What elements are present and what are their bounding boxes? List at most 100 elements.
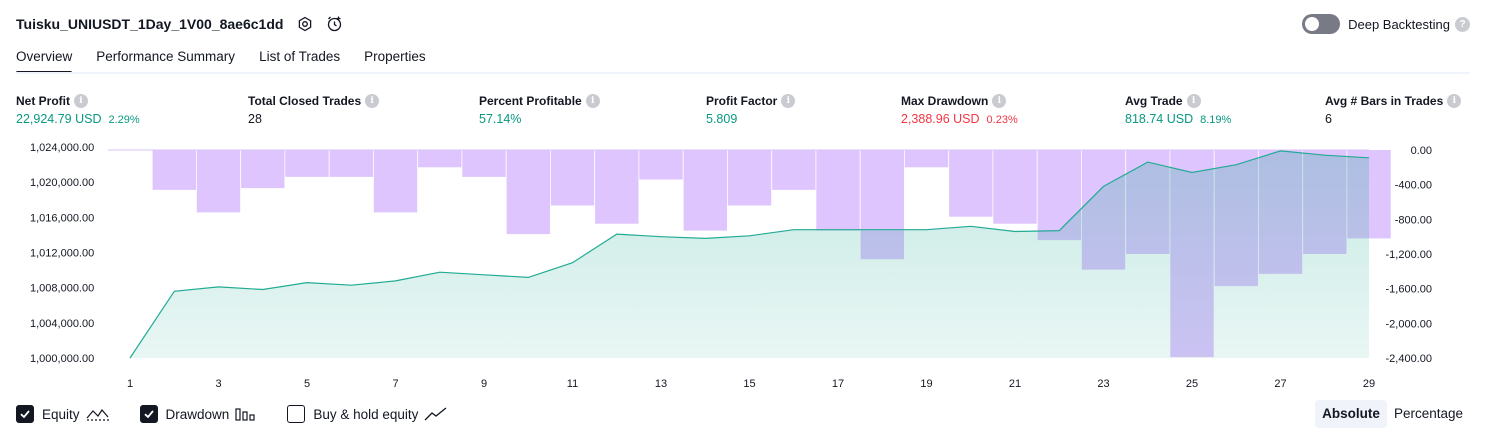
strategy-title: Tuisku_UNIUSDT_1Day_1V00_8ae6c1dd [16, 16, 284, 32]
stats-row: Net Profit i 22,924.79 USD 2.29% Total Clo… [16, 93, 1470, 133]
info-icon[interactable]: i [992, 94, 1007, 108]
tab-overview[interactable]: Overview [16, 44, 73, 74]
drawdown-bar [152, 150, 196, 190]
tab-performance-summary[interactable]: Performance Summary [96, 49, 236, 64]
legend-label: Buy & hold equity [313, 406, 419, 422]
equity-line [129, 150, 1370, 359]
drawdown-bar [241, 150, 285, 189]
drawdown-bar [550, 150, 595, 206]
x-axis-tick-label: 23 [1097, 378, 1109, 390]
stat-value: 57.14% [479, 112, 522, 126]
info-icon[interactable]: i [1186, 94, 1201, 108]
info-icon[interactable]: i [74, 94, 88, 108]
deep-backtesting-toggle[interactable] [1302, 14, 1341, 34]
stat-max-drawdown: Max Drawdown i 2,388.96 USD 0.23% [901, 93, 1018, 126]
drawdown-bar [949, 150, 993, 217]
stat-value: 22,924.79 USD [16, 112, 102, 126]
stat-value: 6 [1325, 112, 1332, 126]
chart-legend: Equity Drawdown Buy & hold equity [16, 403, 478, 425]
deep-backtesting: Deep Backtesting ? [1302, 13, 1470, 35]
right-axis-tick-label: -2,000.00 [1386, 318, 1432, 330]
drawdown-bar [329, 150, 373, 177]
stat-percent: 2.29% [108, 114, 140, 126]
drawdown-checkbox[interactable] [139, 405, 158, 423]
x-axis-tick-label: 11 [567, 378, 578, 390]
x-axis-tick-label: 1 [127, 378, 133, 390]
drawdown-bar [418, 150, 462, 168]
legend-label: Equity [42, 406, 80, 422]
legend-drawdown[interactable]: Drawdown [139, 405, 258, 423]
left-axis-tick-label: 1,008,000.00 [30, 283, 94, 295]
x-axis-tick-label: 7 [392, 378, 398, 390]
drawdown-bar [373, 150, 418, 213]
stat-value: 5.809 [706, 112, 738, 126]
drawdown-bar [993, 150, 1037, 224]
stat-profit-factor: Profit Factor i 5.809 [706, 93, 796, 126]
equity-area [130, 150, 1369, 358]
x-axis-tick-label: 19 [920, 378, 932, 390]
stat-value: 2,388.96 USD [901, 112, 980, 126]
stat-label: Avg Trade [1125, 94, 1183, 108]
x-axis-tick-label: 25 [1186, 378, 1198, 390]
stat-percent: 0.23% [986, 114, 1018, 126]
legend-buy-hold[interactable]: Buy & hold equity [287, 405, 448, 423]
drawdown-bar [595, 150, 639, 224]
stat-value: 818.74 USD [1125, 112, 1194, 126]
legend-equity[interactable]: Equity [16, 405, 110, 423]
x-axis-tick-label: 21 [1009, 378, 1021, 390]
stat-label: Total Closed Trades [248, 94, 362, 108]
stat-avg-bars: Avg # Bars in Trades i 6 [1325, 93, 1462, 126]
buy-hold-checkbox[interactable] [287, 405, 306, 423]
x-axis-tick-label: 5 [304, 378, 310, 390]
stat-label: Profit Factor [706, 94, 778, 108]
stat-net-profit: Net Profit i 22,924.79 USD 2.29% [16, 93, 140, 126]
left-axis-tick-label: 1,004,000.00 [30, 318, 94, 330]
alert-clock-icon[interactable] [325, 14, 345, 34]
left-axis-tick-label: 1,000,000.00 [30, 353, 94, 365]
settings-icon[interactable] [295, 14, 315, 34]
percentage-button[interactable]: Percentage [1393, 406, 1463, 421]
drawdown-bar [727, 150, 772, 206]
absolute-button[interactable]: Absolute [1315, 400, 1387, 428]
left-axis-tick-label: 1,016,000.00 [30, 212, 94, 224]
right-axis-tick-label: -400.00 [1395, 180, 1432, 192]
info-icon[interactable]: i [1447, 94, 1462, 108]
help-icon[interactable]: ? [1455, 16, 1470, 32]
right-axis-tick-label: 0.00 [1411, 145, 1432, 157]
right-axis-tick-label: -800.00 [1395, 214, 1432, 226]
x-axis-tick-label: 27 [1274, 378, 1286, 390]
x-axis-tick-label: 9 [481, 378, 487, 390]
stat-label: Max Drawdown [901, 94, 989, 108]
right-axis-tick-label: -1,600.00 [1386, 284, 1432, 296]
drawdown-bar [904, 150, 949, 168]
equity-drawdown-chart: 1,024,000.00 1,020,000.00 1,016,000.00 1,01… [30, 142, 1432, 390]
drawdown-bar [772, 150, 816, 190]
drawdown-bar [683, 150, 727, 231]
strategy-header: Tuisku_UNIUSDT_1Day_1V00_8ae6c1dd [16, 12, 345, 36]
stat-total-closed-trades: Total Closed Trades i 28 [248, 93, 380, 126]
stat-percent: 8.19% [1200, 114, 1232, 126]
buy-hold-line-icon [424, 406, 448, 422]
stat-label: Net Profit [16, 94, 70, 108]
x-axis-tick-label: 17 [832, 378, 844, 390]
drawdown-bar [462, 150, 506, 177]
stat-percent-profitable: Percent Profitable i 57.14% [479, 93, 600, 126]
drawdown-bars-icon [235, 406, 257, 422]
stat-label: Avg # Bars in Trades [1325, 94, 1444, 108]
info-icon[interactable]: i [781, 94, 796, 108]
x-axis-tick-label: 29 [1363, 378, 1375, 390]
equity-line-icon [86, 406, 110, 422]
stat-value: 28 [248, 112, 262, 126]
left-axis-tick-label: 1,012,000.00 [30, 248, 94, 260]
x-axis-tick-label: 3 [215, 378, 221, 390]
drawdown-bar [506, 150, 550, 235]
tab-list-of-trades[interactable]: List of Trades [259, 49, 341, 64]
info-icon[interactable]: i [585, 94, 600, 108]
drawdown-bar [285, 150, 329, 177]
equity-checkbox[interactable] [16, 405, 34, 423]
x-axis-tick-label: 15 [743, 378, 755, 390]
info-icon[interactable]: i [365, 94, 380, 108]
value-mode-switch: Absolute Percentage [1315, 400, 1470, 428]
tabs-divider [16, 72, 1470, 74]
tab-properties[interactable]: Properties [364, 49, 426, 64]
